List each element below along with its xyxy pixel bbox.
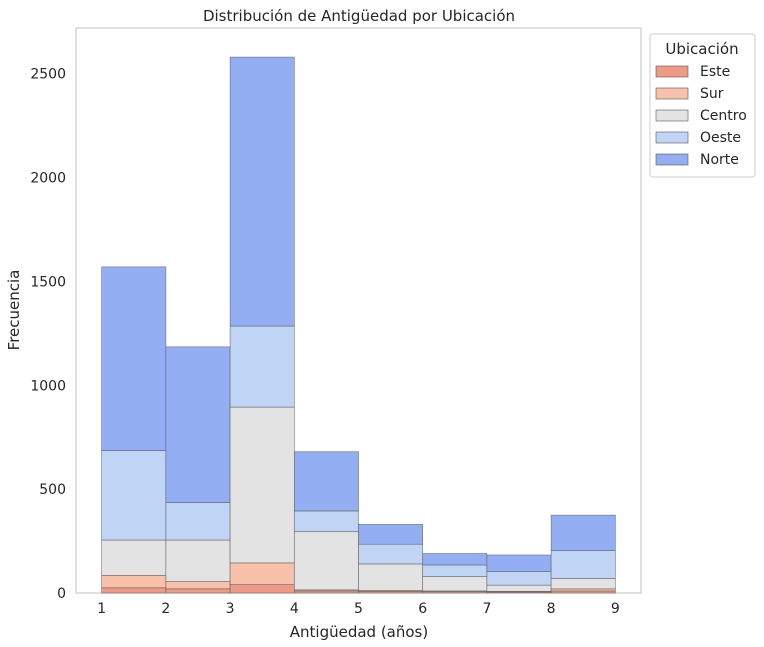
y-tick-label: 1500 [30, 274, 66, 290]
bar-oeste-bin-6 [422, 564, 488, 577]
x-tick-label: 9 [611, 601, 620, 617]
bar-norte-bin-3 [229, 56, 295, 327]
x-tick-label: 5 [354, 601, 363, 617]
legend-title: Ubicación [665, 40, 738, 58]
legend: Ubicación Este Sur Centro Oeste Norte [649, 33, 756, 178]
bar-centro-bin-4 [293, 531, 359, 591]
chart-title: Distribución de Antigüedad por Ubicación [203, 7, 515, 25]
y-tick-labels: 0 500 1000 1500 2000 2500 [30, 67, 66, 602]
bar-oeste-bin-8 [550, 550, 616, 579]
bar-este-bin-2 [165, 588, 231, 594]
y-tick-label: 2000 [30, 171, 66, 187]
bar-norte-bin-2 [165, 346, 231, 503]
bar-centro-bin-7 [486, 584, 552, 592]
bar-sur-bin-8 [550, 588, 616, 592]
bar-norte-bin-5 [358, 524, 424, 545]
y-tick-label: 2500 [30, 67, 66, 83]
x-tick-labels: 1 2 3 4 5 6 7 8 9 [97, 601, 620, 617]
bar-norte-bin-4 [293, 451, 359, 512]
x-tick-label: 6 [418, 601, 427, 617]
bar-centro-bin-5 [358, 563, 424, 591]
legend-swatch-norte [655, 153, 689, 166]
bar-oeste-bin-5 [358, 543, 424, 565]
x-tick-label: 8 [547, 601, 556, 617]
legend-label-oeste: Oeste [700, 130, 741, 146]
bar-oeste-bin-2 [165, 502, 231, 541]
legend-label-sur: Sur [700, 86, 724, 102]
bar-centro-bin-6 [422, 576, 488, 592]
bar-sur-bin-3 [229, 562, 295, 585]
x-tick-label: 7 [482, 601, 491, 617]
bar-norte-bin-6 [422, 553, 488, 566]
bar-oeste-bin-3 [229, 325, 295, 408]
legend-label-centro: Centro [700, 108, 747, 124]
y-tick-label: 500 [39, 482, 66, 498]
legend-swatch-sur [655, 87, 689, 100]
bar-este-bin-1 [101, 587, 167, 594]
bar-oeste-bin-1 [101, 450, 167, 541]
bar-este-bin-4 [293, 590, 359, 594]
legend-swatch-centro [655, 109, 689, 122]
bar-centro-bin-2 [165, 539, 231, 582]
legend-items: Este Sur Centro Oeste Norte [655, 64, 747, 168]
y-tick-label: 1000 [30, 378, 66, 394]
bar-sur-bin-2 [165, 581, 231, 590]
bar-centro-bin-1 [101, 539, 167, 576]
x-tick-label: 3 [226, 601, 235, 617]
x-axis-label: Antigüedad (años) [290, 623, 428, 641]
x-tick-label: 4 [290, 601, 299, 617]
bar-centro-bin-8 [550, 578, 616, 590]
bar-norte-bin-1 [101, 266, 167, 452]
legend-swatch-este [655, 65, 689, 78]
bar-centro-bin-3 [229, 406, 295, 564]
legend-swatch-oeste [655, 131, 689, 144]
bar-este-bin-3 [229, 584, 295, 594]
x-tick-label: 2 [161, 601, 170, 617]
legend-label-norte: Norte [700, 152, 739, 168]
bars-group [101, 56, 616, 594]
legend-label-este: Este [700, 64, 730, 80]
x-tick-label: 1 [97, 601, 106, 617]
bar-norte-bin-7 [486, 554, 552, 572]
bar-este-bin-8 [550, 590, 616, 594]
bar-oeste-bin-7 [486, 571, 552, 586]
bar-oeste-bin-4 [293, 510, 359, 533]
y-axis-label: Frecuencia [5, 270, 23, 351]
y-tick-label: 0 [57, 586, 66, 602]
bar-sur-bin-1 [101, 575, 167, 589]
bar-norte-bin-8 [550, 514, 616, 551]
